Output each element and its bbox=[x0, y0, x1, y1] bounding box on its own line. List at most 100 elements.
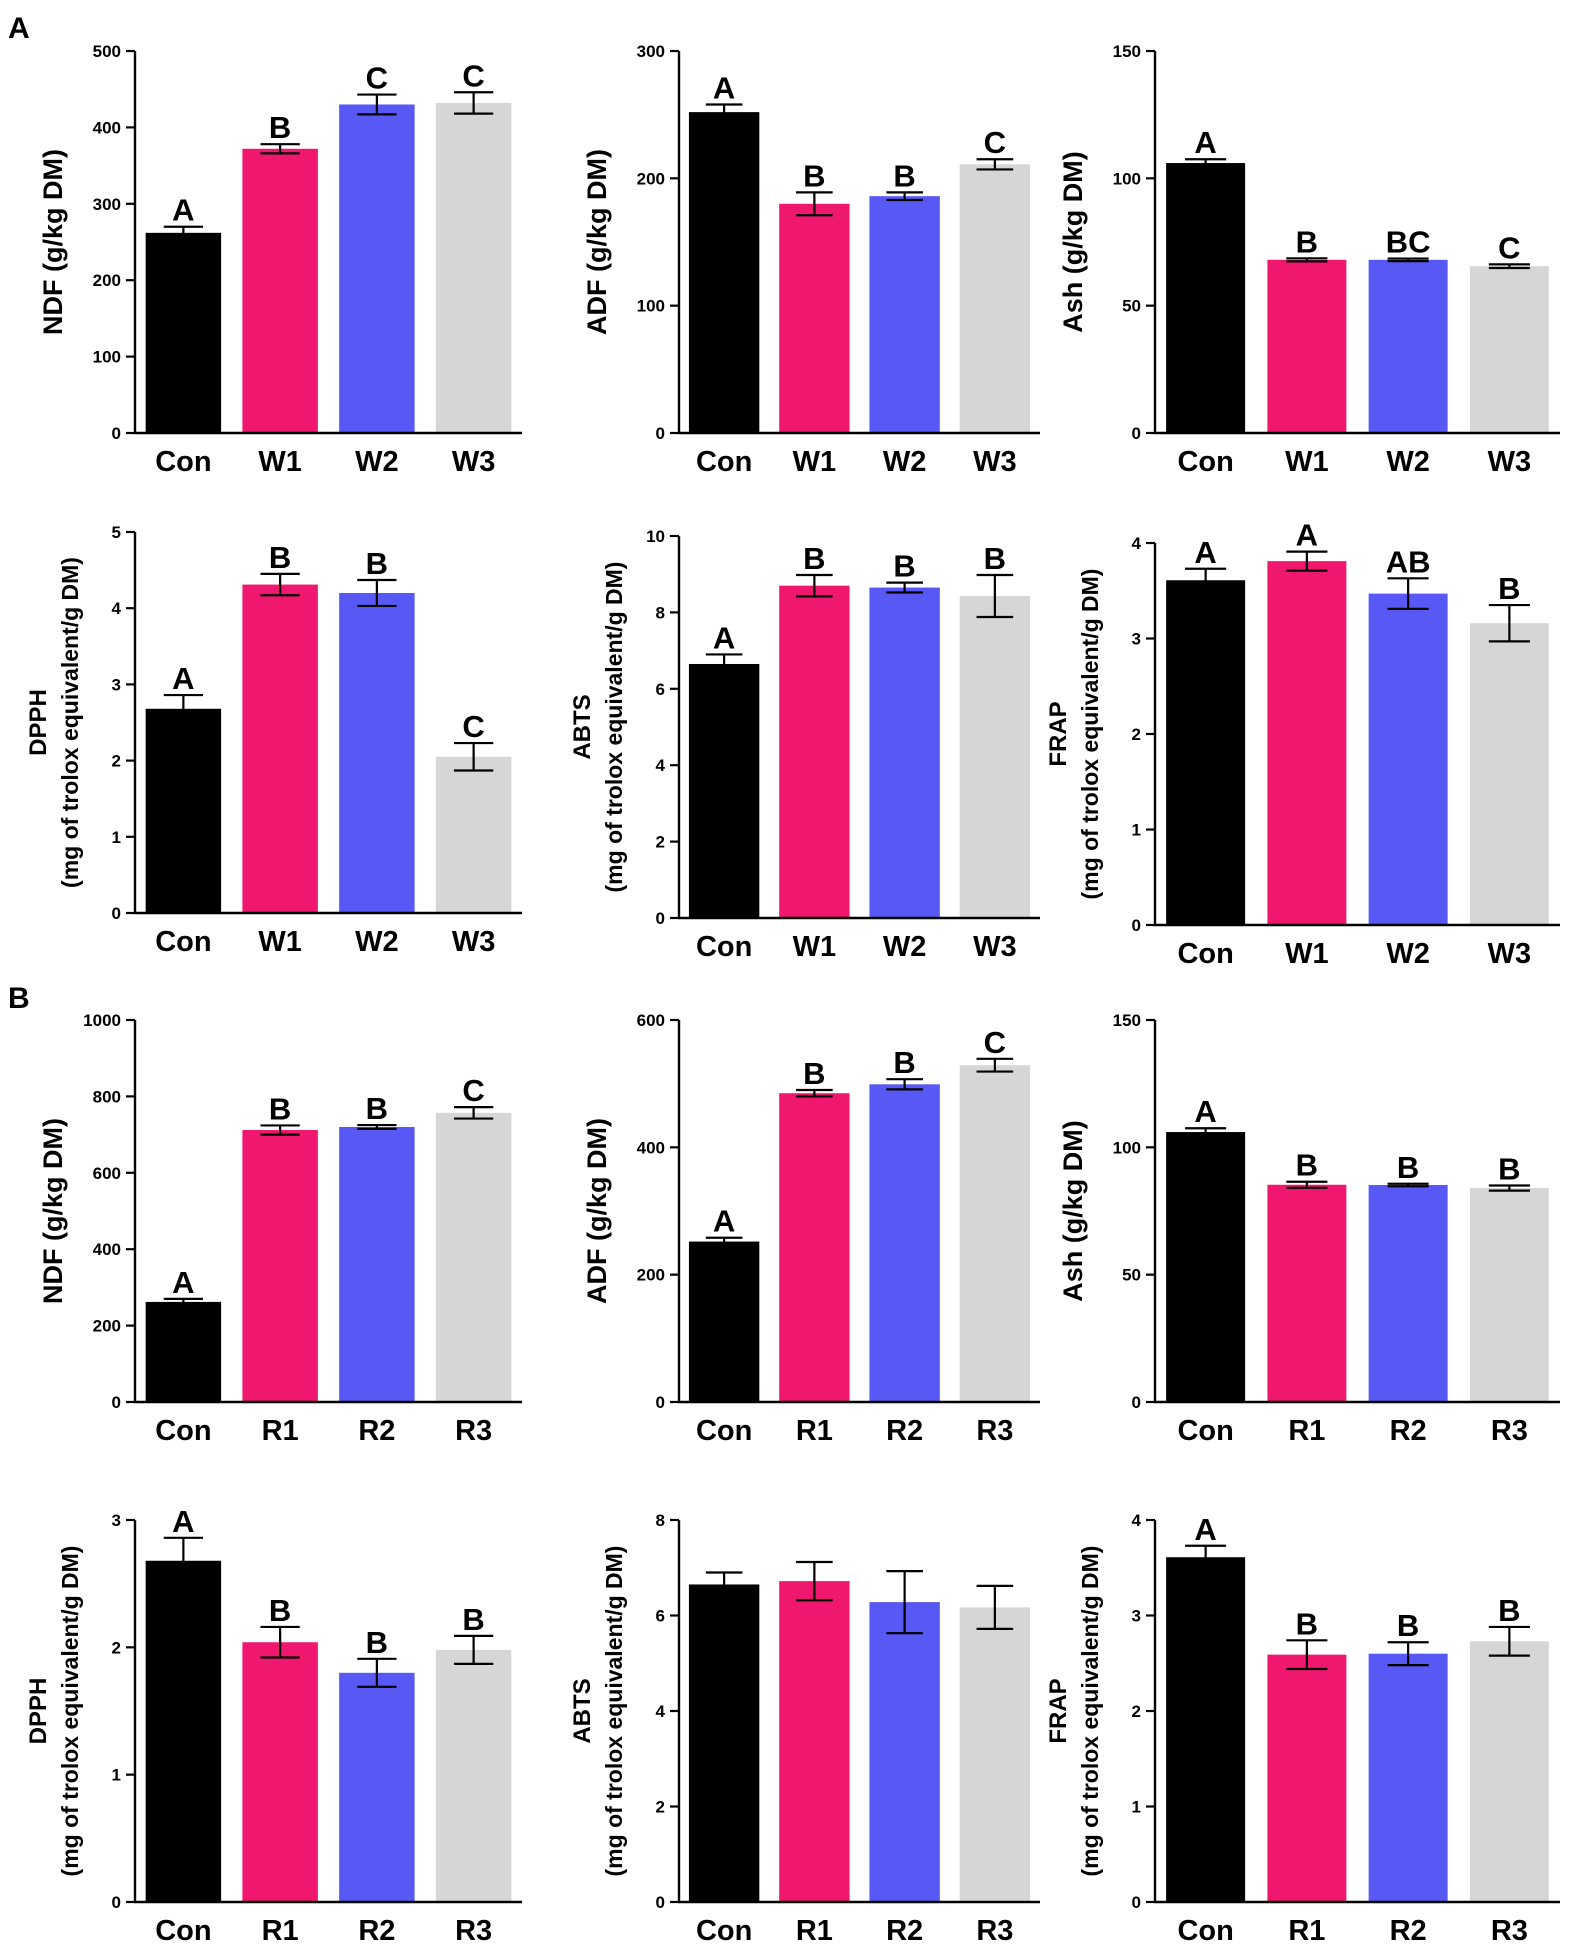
bar bbox=[339, 104, 415, 433]
x-tick-label: R1 bbox=[1288, 1915, 1325, 1947]
y-tick-label: 200 bbox=[637, 1266, 665, 1285]
significance-label: A bbox=[172, 661, 194, 696]
significance-label: C bbox=[1498, 230, 1520, 265]
bar bbox=[145, 1301, 222, 1402]
y-tick-label: 0 bbox=[656, 909, 665, 928]
error-bar bbox=[886, 1078, 923, 1091]
x-tick-label: R2 bbox=[358, 1415, 395, 1447]
bar bbox=[688, 663, 760, 918]
x-tick-label: W1 bbox=[1285, 446, 1329, 478]
significance-label: B bbox=[984, 541, 1006, 576]
error-bar bbox=[976, 1057, 1014, 1073]
bar bbox=[959, 1607, 1031, 1902]
y-tick-label: 5 bbox=[112, 523, 121, 542]
y-axis-label: NDF (g/kg DM) bbox=[38, 149, 68, 335]
bar bbox=[779, 585, 850, 918]
significance-label: B bbox=[1397, 1150, 1419, 1185]
y-axis-label: ADF (g/kg DM) bbox=[582, 1118, 612, 1304]
error-bar bbox=[1488, 263, 1530, 270]
y-tick-label: 50 bbox=[1122, 1266, 1141, 1285]
chart-a-abts: A Con B W1 B W2 B W3 0 2 4 6 8 10 ABTS (mg of trolox eq… bbox=[569, 527, 1040, 963]
error-bar bbox=[1185, 567, 1227, 593]
significance-label: A bbox=[172, 193, 194, 228]
bar bbox=[1469, 623, 1549, 925]
x-tick-label: W3 bbox=[973, 446, 1017, 478]
y-tick-label: 8 bbox=[656, 1511, 665, 1530]
chart-b-adf: A Con B R1 B R2 C R3 0 200 400 600 ADF (g/kg DM) bbox=[582, 1011, 1040, 1447]
x-tick-label: R3 bbox=[976, 1415, 1013, 1447]
y-tick-label: 2 bbox=[112, 752, 121, 771]
y-axis-label: ABTS bbox=[569, 1678, 596, 1743]
y-tick-label: 3 bbox=[1132, 1607, 1141, 1626]
significance-label: B bbox=[1296, 1606, 1318, 1641]
significance-label: B bbox=[269, 110, 291, 145]
x-tick-label: Con bbox=[1177, 446, 1233, 478]
error-bar bbox=[163, 693, 203, 724]
error-bar bbox=[1488, 1184, 1530, 1192]
bar bbox=[1368, 593, 1448, 925]
y-tick-label: 0 bbox=[656, 424, 665, 443]
significance-label: B bbox=[1498, 571, 1520, 606]
significance-label: A bbox=[713, 1204, 735, 1239]
y-tick-label: 3 bbox=[112, 1511, 121, 1530]
x-tick-label: W3 bbox=[1488, 446, 1532, 478]
significance-label: C bbox=[462, 58, 484, 93]
y-tick-label: 2 bbox=[1132, 725, 1141, 744]
significance-label: A bbox=[172, 1265, 194, 1300]
y-tick-label: 1 bbox=[112, 1766, 121, 1785]
error-bar bbox=[260, 572, 300, 597]
significance-label: B bbox=[893, 549, 915, 584]
error-bar bbox=[454, 91, 494, 115]
error-bar bbox=[357, 93, 397, 116]
chart-a-ndf: A Con B W1 C W2 C W3 0 100 200 300 400 500 NDF (g/kg D… bbox=[38, 42, 522, 478]
y-tick-label: 3 bbox=[1132, 630, 1141, 649]
chart-a-ash: A Con B W1 BC W2 C W3 0 50 100 150 Ash (g/kg DM) bbox=[1058, 42, 1560, 478]
error-bar bbox=[976, 158, 1014, 171]
significance-label: A bbox=[1194, 535, 1216, 570]
chart-a-frap: A Con A W1 AB W2 B W3 0 1 2 3 4 FRAP (mg of trolox equ… bbox=[1045, 518, 1560, 970]
significance-label: B bbox=[269, 1593, 291, 1628]
chart-b-frap: A Con B R1 B R2 B R3 0 1 2 3 4 FRAP (mg of trolox equi… bbox=[1045, 1511, 1560, 1947]
x-tick-label: W2 bbox=[1386, 938, 1430, 970]
y-tick-label: 0 bbox=[112, 1893, 121, 1912]
y-axis-label: DPPH bbox=[25, 689, 52, 756]
x-tick-label: Con bbox=[696, 1915, 752, 1947]
x-tick-label: R3 bbox=[1491, 1415, 1528, 1447]
error-bar bbox=[976, 573, 1014, 619]
error-bar bbox=[1185, 1127, 1227, 1137]
bar bbox=[1368, 1185, 1448, 1402]
x-tick-label: W3 bbox=[452, 446, 496, 478]
error-bar bbox=[1387, 257, 1429, 263]
error-bar bbox=[357, 1657, 397, 1688]
bar bbox=[339, 1672, 415, 1902]
y-axis-label-units: (mg of trolox equivalent/g DM) bbox=[601, 562, 627, 893]
bar bbox=[1166, 163, 1246, 433]
x-tick-label: R2 bbox=[1390, 1415, 1427, 1447]
x-tick-label: R1 bbox=[262, 1415, 299, 1447]
x-tick-label: W2 bbox=[1386, 446, 1430, 478]
y-axis-label-units: (mg of trolox equivalent/g DM) bbox=[1077, 569, 1103, 900]
x-tick-label: R2 bbox=[1390, 1915, 1427, 1947]
significance-label: B bbox=[462, 1602, 484, 1637]
y-axis-label: NDF (g/kg DM) bbox=[38, 1118, 68, 1304]
bar bbox=[435, 102, 512, 434]
y-tick-label: 500 bbox=[93, 42, 121, 61]
y-tick-label: 0 bbox=[112, 1393, 121, 1412]
error-bar bbox=[1286, 1639, 1328, 1671]
bar bbox=[688, 1241, 760, 1402]
y-tick-label: 0 bbox=[112, 904, 121, 923]
y-tick-label: 6 bbox=[656, 680, 665, 699]
y-tick-label: 2 bbox=[656, 833, 665, 852]
error-bar bbox=[1488, 1625, 1530, 1657]
x-tick-label: Con bbox=[696, 931, 752, 963]
significance-label: B bbox=[803, 1056, 825, 1091]
y-tick-label: 400 bbox=[93, 1240, 121, 1259]
bar bbox=[688, 112, 760, 434]
x-tick-label: W1 bbox=[793, 446, 837, 478]
bar bbox=[1368, 1653, 1448, 1902]
chart-b-ndf: A Con B R1 B R2 C R3 0 200 400 600 800 1000 NDF (g/kg … bbox=[38, 1011, 522, 1447]
x-tick-label: R1 bbox=[796, 1915, 833, 1947]
significance-label: B bbox=[803, 158, 825, 193]
error-bar bbox=[705, 1236, 743, 1247]
